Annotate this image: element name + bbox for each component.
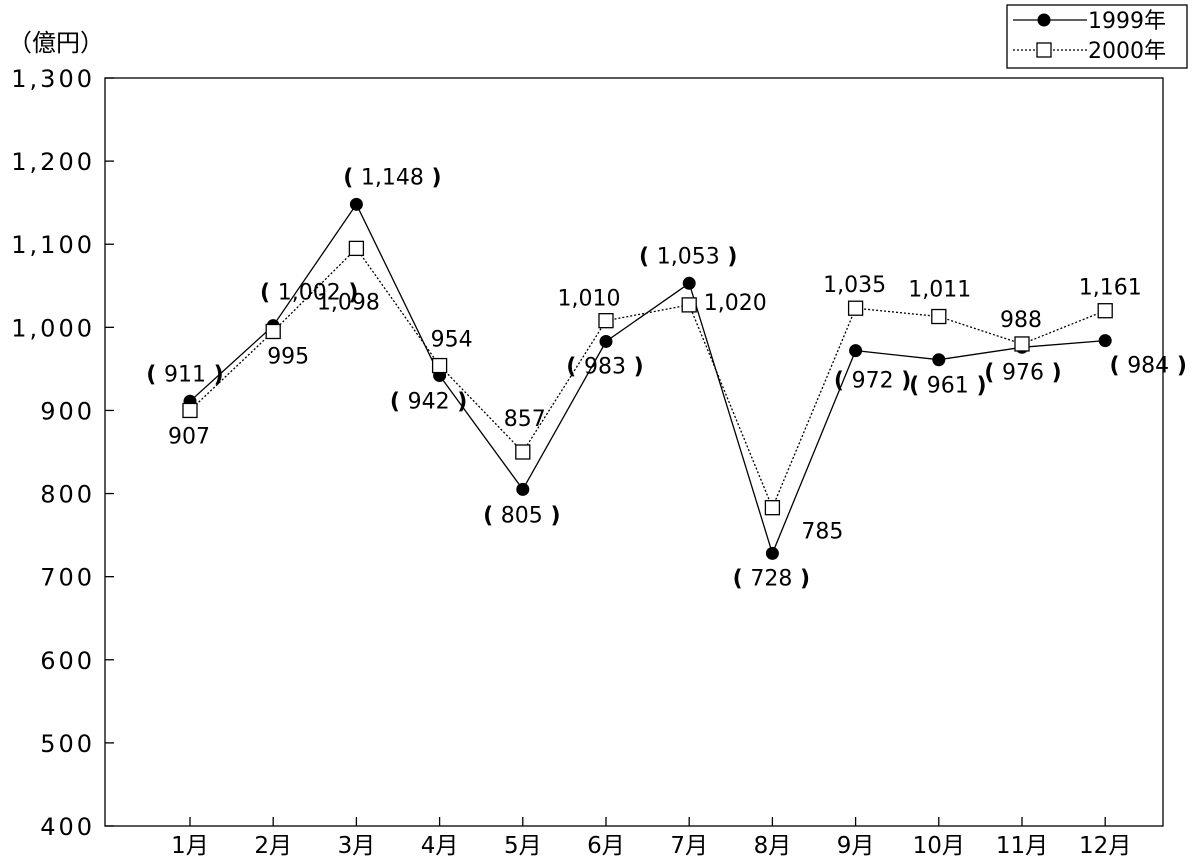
marker-2000 xyxy=(348,240,365,257)
data-label-2000: 1,011 xyxy=(908,278,971,303)
plot-area xyxy=(104,77,1164,827)
marker-1999 xyxy=(349,197,363,211)
data-label-1999: ( 1,002 ) xyxy=(260,281,358,306)
y-tick-label: 700 xyxy=(40,564,95,592)
data-label-1999: ( 942 ) xyxy=(390,390,467,415)
x-axis: 1月 2月 3月 4月 5月 6月 7月 8月 9月 10月 11月 12月 xyxy=(171,817,1131,859)
x-tick-label: 12月 xyxy=(1079,833,1131,859)
marker-2000 xyxy=(931,308,947,325)
marker-1999 xyxy=(849,344,863,358)
marker-1999 xyxy=(932,353,946,367)
marker-2000 xyxy=(598,313,614,329)
legend-label-1999: 1999年 xyxy=(1088,9,1166,34)
marker-1999 xyxy=(682,276,696,290)
y-tick-label: 400 xyxy=(40,813,95,841)
y-axis: 400 500 600 700 800 900 1,000 1,100 1,200 1,300 xyxy=(11,65,114,841)
y-tick-label: 800 xyxy=(40,481,95,509)
marker-1999 xyxy=(765,546,779,560)
data-label-1999: ( 972 ) xyxy=(834,369,911,394)
data-label-2000: 1,035 xyxy=(823,273,886,298)
marker-1999 xyxy=(516,482,530,496)
data-label-2000: 954 xyxy=(431,328,473,353)
series-lines xyxy=(189,203,1106,556)
marker-2000 xyxy=(847,300,864,316)
data-labels: ( 911 ) ( 1,002 ) ( 1,148 ) ( 942 ) ( 805 ) (… xyxy=(146,165,1187,591)
data-label-2000: 1,010 xyxy=(558,287,621,312)
y-tick-label: 900 xyxy=(40,397,95,425)
marker-2000 xyxy=(265,323,281,340)
legend: 1999年 2000年 xyxy=(1006,4,1188,69)
y-tick-label: 1,000 xyxy=(11,314,95,342)
x-tick-label: 8月 xyxy=(754,833,792,859)
data-label-1999: ( 976 ) xyxy=(984,360,1061,385)
data-label-1999: ( 1,148 ) xyxy=(343,165,441,190)
x-tick-label: 7月 xyxy=(670,833,708,859)
marker-2000 xyxy=(681,297,697,313)
data-label-1999: ( 1,053 ) xyxy=(639,244,737,269)
data-label-1999: ( 911 ) xyxy=(146,362,223,387)
data-label-2000: 995 xyxy=(267,344,309,369)
legend-marker-1999 xyxy=(1037,13,1051,27)
series-line-2000 xyxy=(189,247,1106,510)
y-tick-label: 1,200 xyxy=(11,148,95,176)
legend-label-2000: 2000年 xyxy=(1088,39,1166,64)
data-label-1999: ( 961 ) xyxy=(909,374,986,399)
data-label-1999: ( 805 ) xyxy=(483,503,560,528)
series-markers xyxy=(182,197,1113,560)
y-tick-label: 600 xyxy=(40,647,95,675)
data-label-2000: 988 xyxy=(1000,308,1042,333)
x-tick-label: 4月 xyxy=(421,833,459,859)
x-tick-label: 5月 xyxy=(504,833,542,859)
data-label-2000: 785 xyxy=(801,520,843,545)
x-tick-label: 11月 xyxy=(996,833,1048,859)
marker-1999 xyxy=(599,334,613,348)
y-tick-label: 1,100 xyxy=(11,231,95,259)
data-label-2000: 1,020 xyxy=(704,291,767,316)
data-label-2000: 1,098 xyxy=(317,290,380,315)
x-tick-label: 9月 xyxy=(837,833,875,859)
data-label-2000: 857 xyxy=(504,407,546,432)
data-label-1999: ( 728 ) xyxy=(733,566,810,591)
marker-1999 xyxy=(1098,334,1112,348)
marker-2000 xyxy=(1014,336,1030,352)
x-tick-label: 1月 xyxy=(171,833,209,859)
y-tick-label: 1,300 xyxy=(11,65,95,93)
data-label-2000: 1,161 xyxy=(1079,276,1142,301)
legend-marker-2000 xyxy=(1036,42,1052,58)
data-label-1999: ( 983 ) xyxy=(566,354,643,379)
x-tick-label: 3月 xyxy=(338,833,376,859)
marker-2000 xyxy=(515,444,531,460)
y-tick-label: 500 xyxy=(40,730,95,758)
x-tick-label: 2月 xyxy=(254,833,292,859)
data-label-2000: 907 xyxy=(168,424,210,449)
marker-2000 xyxy=(182,402,198,419)
data-label-1999: ( 984 ) xyxy=(1109,354,1186,379)
marker-2000 xyxy=(1097,303,1113,319)
marker-2000 xyxy=(764,500,781,516)
x-tick-label: 6月 xyxy=(587,833,625,859)
x-tick-label: 10月 xyxy=(913,833,965,859)
y-unit-label: （億円） xyxy=(8,29,104,57)
marker-2000 xyxy=(431,357,448,374)
